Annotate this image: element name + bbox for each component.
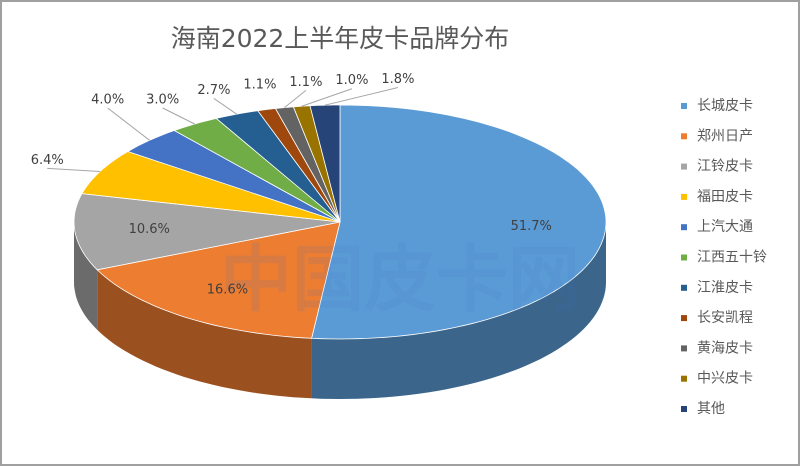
- legend-swatch: [681, 315, 687, 322]
- pie-slice: [311, 104, 607, 340]
- leader-line: [324, 87, 399, 106]
- pie-slice: [126, 130, 341, 223]
- legend-label: 江淮皮卡: [697, 280, 753, 296]
- legend-swatch: [681, 103, 687, 109]
- pie-slice: [96, 221, 341, 339]
- leader-line: [162, 107, 195, 125]
- pie-side: [74, 222, 98, 330]
- data-label: 2.7%: [197, 83, 230, 98]
- chart-title: 海南2022上半年皮卡品牌分布: [171, 24, 510, 53]
- leader-line: [301, 88, 353, 107]
- legend-swatch: [681, 284, 687, 291]
- pie-side-shade: [97, 269, 312, 399]
- data-label: 51.7%: [511, 219, 552, 234]
- legend-swatch: [681, 133, 687, 140]
- legend-swatch: [681, 193, 687, 200]
- leader-line: [213, 98, 237, 115]
- pie-slice: [173, 117, 341, 223]
- pie-side: [311, 222, 606, 399]
- legend-swatch: [681, 254, 687, 261]
- data-label: 10.6%: [129, 222, 170, 237]
- leader-line: [107, 107, 150, 141]
- data-label: 3.0%: [146, 93, 179, 108]
- legend-label: 江西五十铃: [697, 250, 767, 266]
- data-label: 4.0%: [91, 93, 124, 108]
- legend-label: 长城皮卡: [697, 98, 753, 114]
- legend-label: 其他: [697, 401, 725, 417]
- legend-swatch: [681, 224, 687, 231]
- data-label: 1.1%: [243, 77, 276, 92]
- legend-label: 福田皮卡: [697, 189, 753, 205]
- legend-label: 长安凯程: [697, 310, 753, 326]
- legend-swatch: [681, 406, 687, 412]
- legend-label: 上汽大通: [697, 219, 753, 235]
- data-label: 1.1%: [289, 75, 322, 90]
- data-label: 6.4%: [31, 153, 64, 168]
- data-label: 16.6%: [207, 283, 248, 298]
- data-label: 1.8%: [381, 72, 414, 87]
- legend-swatch: [681, 345, 687, 352]
- data-label: 1.0%: [335, 73, 368, 88]
- legend-swatch: [681, 375, 687, 382]
- watermark: 中国皮卡网: [220, 238, 580, 322]
- leader-line: [284, 90, 307, 108]
- pie-slice: [73, 193, 341, 271]
- legend-label: 中兴皮卡: [697, 371, 753, 387]
- pie-side-shade: [311, 222, 606, 399]
- legend-label: 黄海皮卡: [697, 339, 753, 356]
- leader-line: [47, 167, 101, 173]
- legend-label: 郑州日产: [697, 128, 753, 144]
- legend-swatch: [681, 163, 687, 170]
- legend-label: 江铃皮卡: [697, 159, 753, 175]
- pie-side: [97, 269, 312, 399]
- pie-side-shade: [74, 222, 98, 330]
